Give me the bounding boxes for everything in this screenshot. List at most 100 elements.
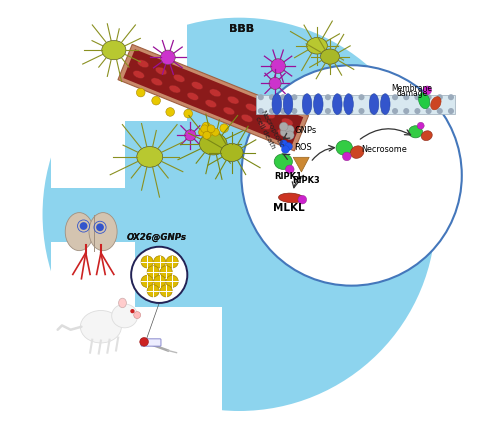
Ellipse shape: [274, 155, 292, 170]
Ellipse shape: [336, 141, 352, 156]
Circle shape: [96, 224, 104, 232]
Text: ROS: ROS: [294, 143, 312, 151]
Circle shape: [136, 89, 145, 98]
Circle shape: [141, 256, 153, 268]
Circle shape: [342, 153, 351, 161]
Circle shape: [205, 129, 213, 137]
Circle shape: [154, 256, 166, 268]
Ellipse shape: [282, 119, 293, 127]
Circle shape: [220, 125, 228, 133]
Circle shape: [286, 132, 294, 140]
Circle shape: [130, 309, 134, 314]
Polygon shape: [293, 158, 309, 173]
Circle shape: [358, 109, 364, 115]
Circle shape: [282, 146, 290, 154]
Ellipse shape: [192, 82, 203, 90]
Text: GNPs: GNPs: [295, 126, 317, 135]
Circle shape: [414, 95, 420, 101]
Circle shape: [269, 78, 281, 90]
Ellipse shape: [200, 134, 227, 156]
Ellipse shape: [277, 130, 288, 138]
Circle shape: [448, 95, 454, 101]
Circle shape: [152, 97, 160, 106]
Circle shape: [200, 125, 208, 133]
Text: Necrosome: Necrosome: [362, 145, 408, 154]
Circle shape: [358, 95, 364, 101]
Ellipse shape: [112, 304, 138, 328]
Circle shape: [203, 132, 210, 140]
Circle shape: [381, 95, 387, 101]
Circle shape: [141, 276, 153, 288]
Circle shape: [160, 266, 172, 278]
Circle shape: [131, 247, 188, 303]
Ellipse shape: [344, 95, 354, 115]
Ellipse shape: [370, 95, 379, 115]
Text: BBB: BBB: [229, 24, 254, 34]
Ellipse shape: [151, 79, 162, 86]
Ellipse shape: [418, 93, 430, 109]
Ellipse shape: [430, 98, 441, 111]
Ellipse shape: [220, 144, 243, 162]
FancyBboxPatch shape: [256, 95, 456, 115]
Ellipse shape: [156, 68, 167, 76]
Circle shape: [258, 95, 264, 101]
Circle shape: [134, 312, 140, 319]
Text: BBB: BBB: [229, 24, 254, 34]
Circle shape: [336, 95, 342, 101]
Ellipse shape: [137, 147, 162, 168]
Circle shape: [269, 109, 275, 115]
Circle shape: [348, 109, 354, 115]
Circle shape: [147, 285, 159, 297]
Circle shape: [370, 95, 376, 101]
Circle shape: [184, 130, 196, 141]
Ellipse shape: [332, 95, 342, 115]
Text: damage: damage: [396, 88, 428, 97]
Circle shape: [184, 110, 192, 118]
Circle shape: [292, 109, 298, 115]
Circle shape: [336, 109, 342, 115]
Polygon shape: [124, 50, 303, 147]
Circle shape: [302, 95, 308, 101]
Circle shape: [140, 338, 148, 346]
Ellipse shape: [223, 108, 234, 115]
Ellipse shape: [408, 126, 422, 138]
Circle shape: [160, 51, 175, 66]
Circle shape: [147, 266, 159, 278]
Circle shape: [280, 95, 286, 101]
Circle shape: [286, 166, 294, 174]
Polygon shape: [51, 19, 188, 189]
Ellipse shape: [350, 147, 364, 159]
Circle shape: [198, 129, 206, 137]
Ellipse shape: [228, 97, 239, 105]
Circle shape: [298, 196, 306, 204]
Circle shape: [302, 109, 308, 115]
Circle shape: [325, 95, 331, 101]
Ellipse shape: [102, 41, 126, 61]
Ellipse shape: [133, 72, 144, 79]
Ellipse shape: [314, 95, 323, 115]
Ellipse shape: [284, 95, 293, 115]
Circle shape: [212, 129, 220, 137]
Ellipse shape: [65, 213, 94, 251]
Circle shape: [166, 108, 174, 117]
Text: OX26@GNPs: OX26@GNPs: [127, 232, 187, 241]
Circle shape: [426, 109, 432, 115]
Ellipse shape: [118, 299, 126, 308]
Ellipse shape: [187, 93, 198, 101]
Ellipse shape: [210, 90, 221, 98]
Circle shape: [426, 95, 432, 101]
Ellipse shape: [264, 112, 275, 119]
Circle shape: [286, 126, 294, 135]
Ellipse shape: [302, 95, 312, 115]
Circle shape: [437, 95, 443, 101]
Ellipse shape: [320, 50, 340, 65]
Circle shape: [325, 109, 331, 115]
Ellipse shape: [278, 194, 303, 203]
Ellipse shape: [422, 132, 432, 141]
Circle shape: [403, 109, 409, 115]
FancyBboxPatch shape: [141, 339, 161, 346]
Text: MLKL: MLKL: [273, 203, 304, 213]
Circle shape: [270, 59, 285, 74]
Ellipse shape: [174, 75, 185, 83]
Ellipse shape: [380, 95, 390, 115]
